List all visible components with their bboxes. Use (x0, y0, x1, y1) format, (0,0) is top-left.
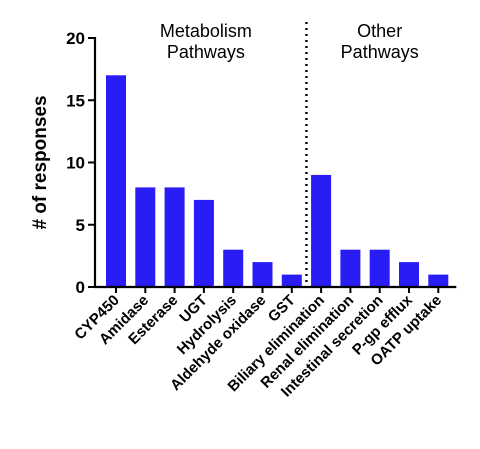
bar-biliary-elimination (311, 174, 332, 287)
y-tick-label: 15 (66, 91, 85, 110)
bar-cyp450 (106, 75, 126, 287)
bar-oatp-uptake (428, 274, 449, 287)
group-label-line: Other (357, 21, 402, 41)
bar-amidase (135, 187, 156, 287)
group-label-line: Pathways (341, 42, 419, 62)
x-ticks: CYP450AmidaseEsteraseUGTHydrolysisAldehy… (71, 287, 445, 401)
y-tick-label: 5 (76, 216, 85, 235)
bar-gst (281, 274, 302, 287)
y-ticks: 0 5 10 15 20 (66, 29, 95, 297)
bar-renal-elimination (340, 249, 361, 287)
bar-intestinal-secretion (369, 249, 390, 287)
bar-p-gp-efflux (399, 262, 419, 287)
bar-aldehyde-oxidase (252, 262, 273, 287)
group-label-line: Pathways (167, 42, 245, 62)
bar-hydrolysis (223, 249, 244, 287)
y-tick-label: 20 (66, 29, 85, 48)
group-label-0: Metabolism Pathways (160, 21, 252, 62)
group-label-1: Other Pathways (341, 21, 419, 62)
y-tick-label: 10 (66, 154, 85, 173)
group-label-line: Metabolism (160, 21, 252, 41)
bars (106, 75, 449, 287)
bar-ugt (193, 199, 214, 287)
y-axis-label: # of responses (30, 95, 51, 229)
y-tick-label: 0 (76, 278, 85, 297)
bar-esterase (164, 187, 185, 287)
